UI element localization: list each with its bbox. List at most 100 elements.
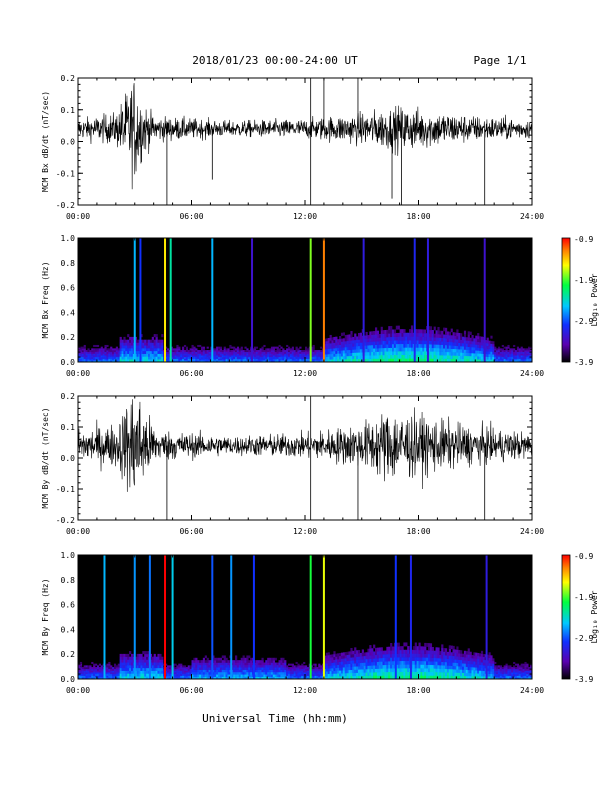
spectrogram-cell (83, 358, 86, 361)
spectrogram-cell (303, 668, 306, 671)
spectrogram-cell (202, 346, 206, 349)
spectrogram-cell (206, 664, 209, 668)
spectrogram-cell (83, 673, 86, 676)
spectrogram-cell (433, 358, 436, 363)
spectrogram-cell (380, 661, 383, 666)
spectrogram-cell (278, 662, 281, 666)
spectrogram-cell (223, 662, 226, 666)
spectrogram-cell (412, 675, 416, 680)
spectrogram-cell (325, 671, 328, 675)
spectrogram-cell (182, 670, 185, 673)
spectrogram-cell (130, 653, 134, 657)
spectrogram-cell (327, 662, 330, 666)
spectrogram-cell (306, 677, 310, 680)
spectrogram-cell (106, 356, 109, 359)
spectrogram-cell (407, 354, 410, 359)
spectrogram-cell (189, 353, 192, 356)
spectrogram-cell (117, 665, 120, 668)
spectrogram-cell (420, 646, 423, 651)
spectrogram-cell (475, 353, 478, 357)
spectrogram-cell (384, 351, 387, 356)
spectrogram-cell (520, 355, 523, 358)
spectrogram-cell (437, 650, 440, 655)
spectrogram-cell (437, 330, 440, 335)
spectrogram-cell (301, 351, 304, 354)
spectrogram-cell (172, 667, 175, 670)
spectrogram-cell (199, 662, 202, 666)
spectrogram-cell (136, 656, 139, 660)
spectrogram-cell (270, 669, 274, 673)
spectrogram-cell (172, 677, 175, 680)
spectrogram-cell (235, 360, 238, 363)
spectrogram-cell (240, 356, 243, 359)
y-axis-label: MCM Bx Freq (Hz) (41, 261, 50, 338)
spectrogram-cell (299, 673, 302, 676)
spectrogram-cell (242, 350, 245, 353)
spectrogram-cell (392, 343, 395, 348)
spectrogram-cell (331, 654, 334, 658)
spectrogram-cell (104, 665, 107, 668)
spectrogram-cell (136, 356, 139, 360)
spectrogram-cell (195, 358, 198, 361)
spectrogram-cell (142, 342, 145, 346)
spectrogram-cell (444, 331, 448, 335)
spectrogram-cell (299, 356, 302, 359)
spectrogram-cell (388, 326, 391, 331)
spectrogram-cell (448, 338, 451, 343)
spectrogram-cell (144, 339, 147, 343)
spectrogram-cell (373, 355, 376, 359)
spectrogram-cell (246, 664, 249, 668)
spectrogram-cell (363, 345, 366, 350)
spectrogram-cell (93, 351, 96, 354)
spectrogram-cell (520, 667, 523, 670)
spectrogram-cell (182, 346, 185, 349)
spectrogram-cell (240, 664, 243, 668)
spectrogram-cell (518, 356, 521, 359)
spectrogram-cell (146, 665, 149, 669)
spectrogram-cell (233, 346, 236, 349)
spectrogram-cell (494, 356, 497, 359)
spectrogram-cell (507, 346, 510, 349)
spectrogram-cell (117, 351, 120, 354)
spectrogram-cell (127, 334, 130, 338)
spectrogram-cell (291, 353, 294, 356)
spectrogram-cell (380, 657, 383, 662)
spectrogram-cell (452, 338, 455, 343)
spectrogram-cell (475, 676, 478, 680)
spectrogram-cell (140, 350, 143, 354)
spectrogram-cell (323, 343, 327, 347)
spectrogram-cell (327, 348, 330, 352)
spectrogram-cell (337, 676, 340, 680)
spectrogram-cell (407, 336, 410, 341)
spectrogram-cell (369, 662, 372, 666)
spectrogram-cell (240, 671, 243, 675)
spectrogram-cell (456, 355, 459, 360)
spectrogram-cell (255, 360, 259, 363)
spectrogram-cell (507, 351, 510, 354)
spectrogram-cell (352, 669, 355, 674)
spectrogram-cell (327, 337, 330, 341)
spectrogram-cell (159, 659, 162, 663)
spectrogram-cell (490, 354, 493, 358)
spectrogram-cell (365, 655, 368, 660)
spectrogram-cell (399, 347, 402, 352)
spectrogram-cell (240, 669, 243, 673)
spectrogram-cell (108, 350, 111, 353)
spectrogram-cell (202, 657, 206, 661)
spectrogram-cell (350, 651, 353, 655)
spectrogram-cell (401, 653, 404, 658)
spectrogram-cell (180, 675, 183, 678)
spectrogram-cell (142, 651, 145, 655)
spectrogram-cell (93, 673, 96, 676)
spectrogram-cell (253, 669, 257, 673)
spectrogram-cell (424, 347, 427, 352)
spectrogram-cell (134, 359, 137, 363)
spectrogram-cell (344, 359, 347, 363)
spectrogram-cell (374, 668, 378, 673)
spectrogram-cell (83, 667, 86, 670)
spectrogram-cell (501, 356, 504, 359)
spectrogram-cell (429, 354, 433, 359)
spectrogram-cell (265, 674, 268, 677)
spectrogram-cell (316, 358, 319, 361)
spectrogram-cell (401, 675, 404, 680)
